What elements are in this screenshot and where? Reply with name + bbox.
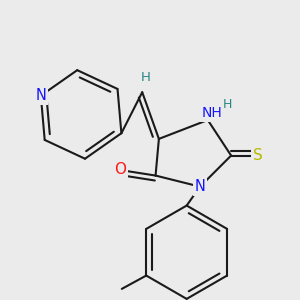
Text: H: H [141, 71, 151, 84]
Text: S: S [253, 148, 263, 163]
Text: H: H [223, 98, 232, 111]
Text: O: O [114, 163, 126, 178]
Text: NH: NH [202, 106, 223, 120]
Text: N: N [35, 88, 46, 103]
Text: N: N [195, 179, 206, 194]
